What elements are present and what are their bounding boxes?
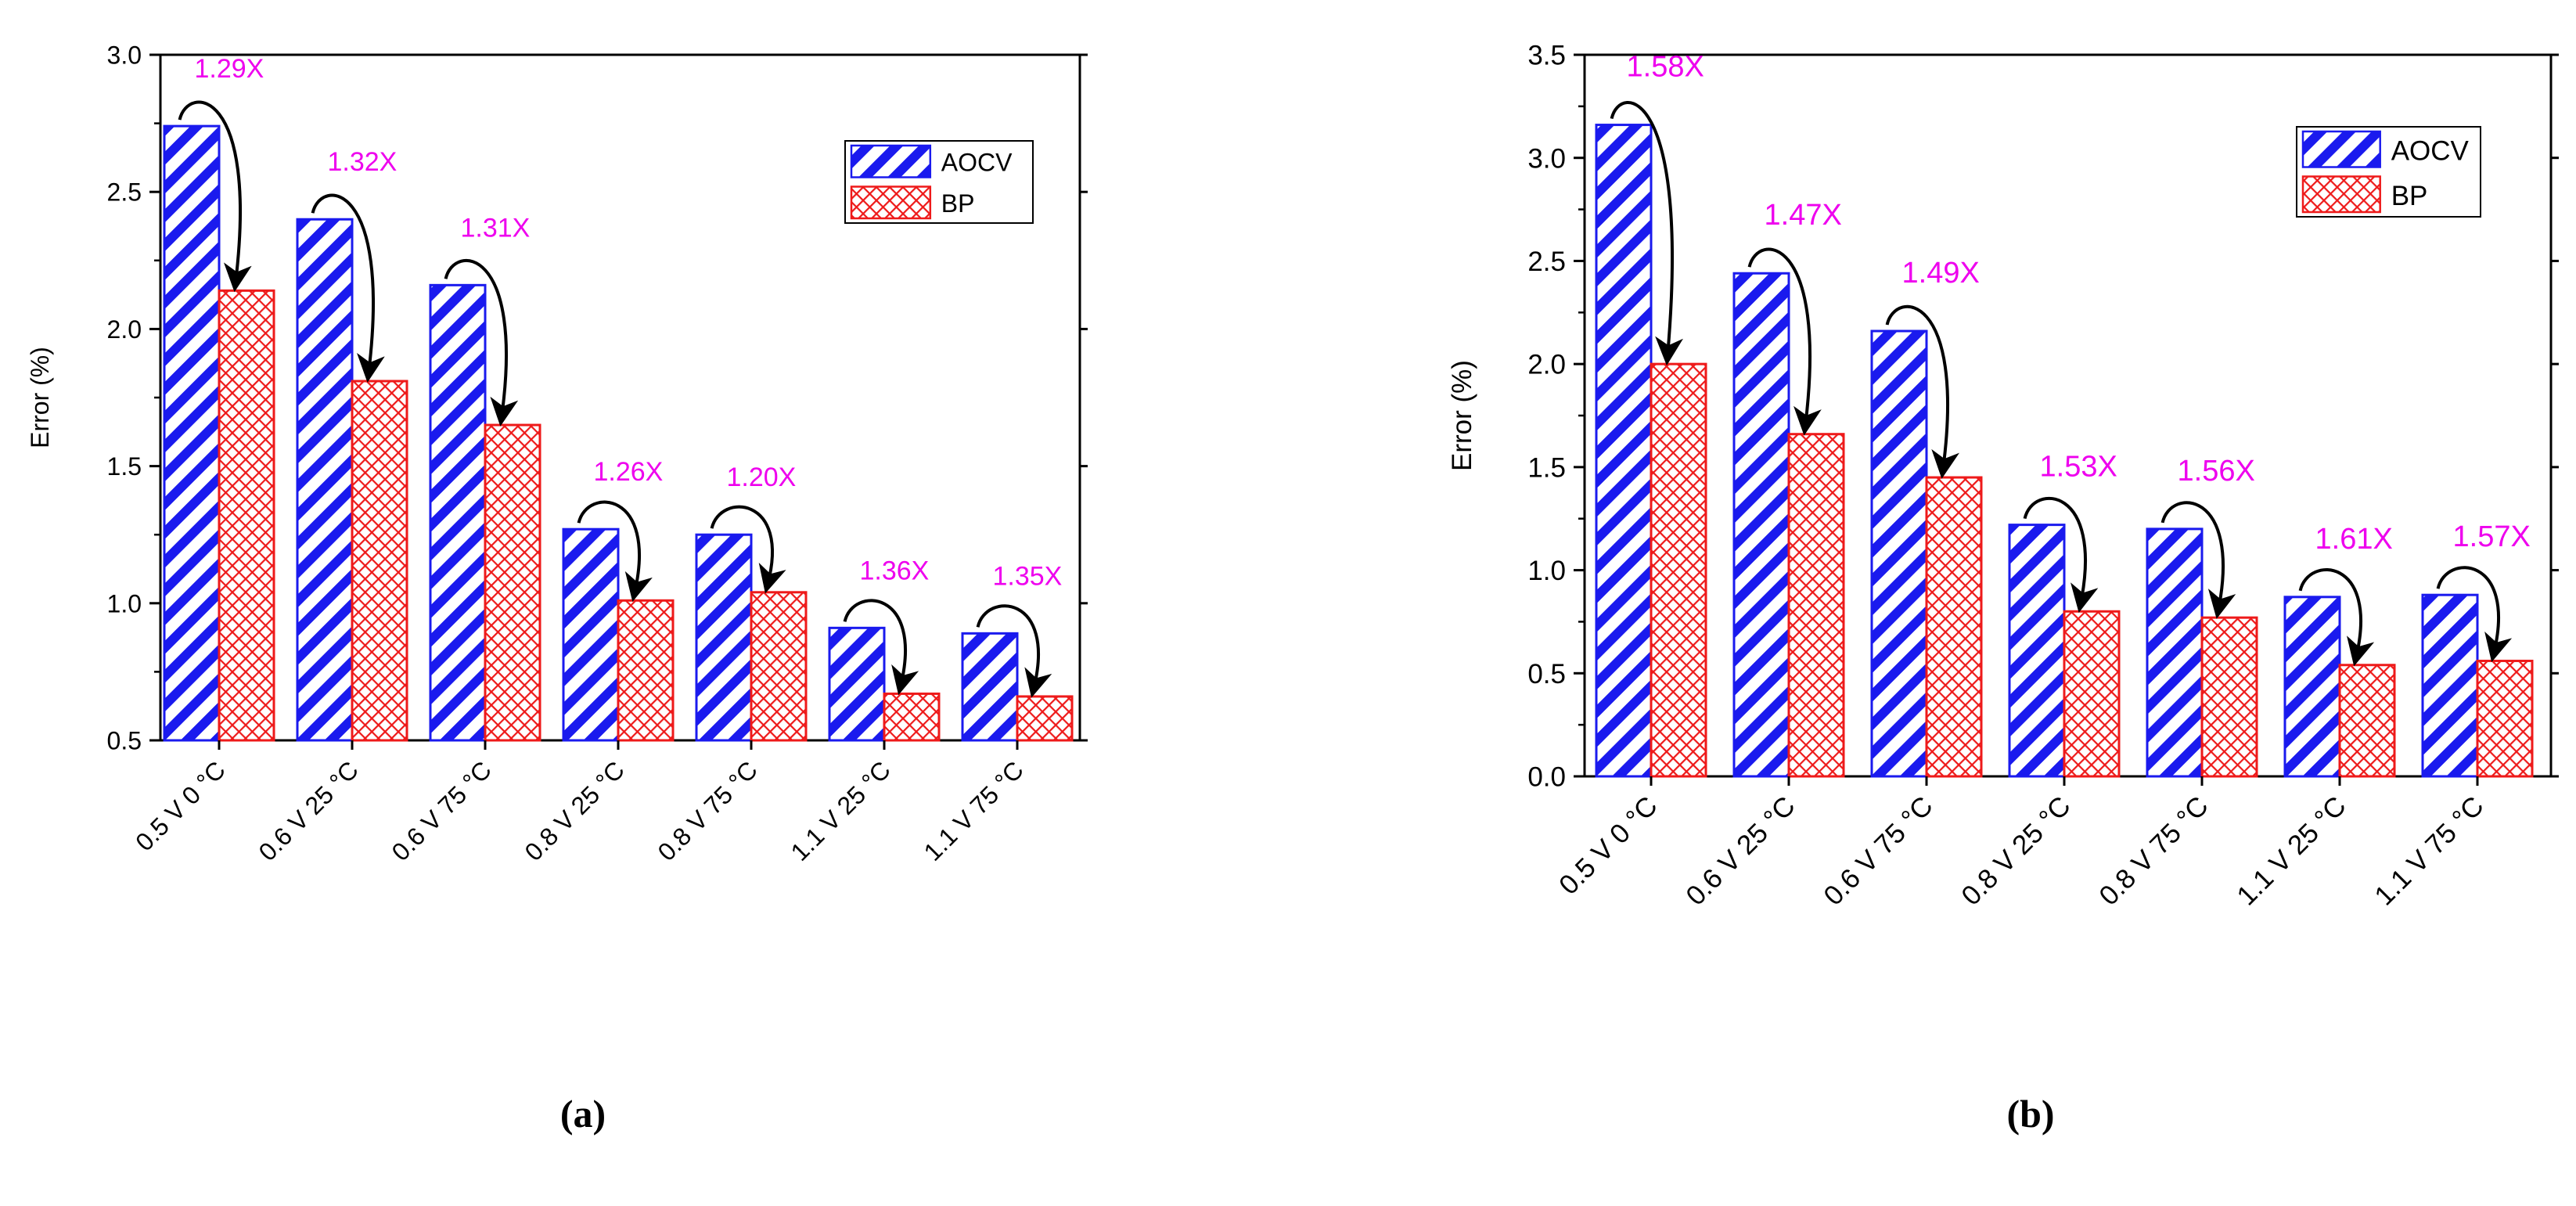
legend-label: AOCV (941, 148, 1013, 176)
x-tick-label: 1.1 V 25 °C (786, 755, 896, 866)
ratio-annotation: 1.61X (2315, 523, 2393, 556)
ratio-annotation: 1.49X (1902, 257, 1980, 290)
ratio-annotation: 1.53X (2040, 451, 2117, 484)
crosshatched-swatch-icon (850, 185, 932, 220)
curved-arrow-icon (710, 505, 786, 594)
chart-panel-a: 0.5 1.0 1.5 2.0 2.5 3.0 Error (%) 0.5 V 0 °C 1.2… (26, 41, 1088, 1136)
ratio-annotation: 1.58X (1627, 51, 1704, 84)
ratio-annotation: 1.57X (2453, 520, 2531, 553)
x-tick-label: 0.5 V 0 °C (1553, 790, 1664, 901)
ratio-annotation: 1.20X (727, 463, 797, 492)
ratio-annotation: 1.35X (993, 561, 1063, 591)
y-tick-label: 2.5 (107, 178, 142, 207)
bar-bp (1016, 695, 1074, 742)
curved-arrow-icon (1610, 100, 1684, 366)
x-tick-label: 0.6 V 75 °C (387, 755, 497, 866)
bar-aocv (1732, 272, 1790, 778)
curved-arrow-icon (843, 599, 919, 696)
y-tick-label: 3.5 (1527, 41, 1566, 71)
bar-bp (484, 423, 541, 742)
curved-arrow-icon (976, 604, 1052, 698)
y-axis-label: Error (%) (1447, 360, 1477, 471)
ratio-annotation: 1.32X (328, 147, 398, 177)
x-tick-label: 0.6 V 25 °C (1680, 790, 1801, 911)
legend-label: BP (2391, 181, 2428, 211)
y-tick-label: 3.0 (1527, 143, 1566, 174)
hatched-swatch-icon (2301, 130, 2381, 168)
hatched-swatch-icon (850, 144, 932, 178)
curved-arrow-icon (2160, 501, 2236, 619)
x-tick-label: 0.6 V 75 °C (1818, 790, 1938, 911)
bar-bp (218, 289, 275, 742)
curved-arrow-icon (311, 193, 385, 383)
panel-label: (b) (2006, 1092, 2054, 1136)
bar-bp (883, 692, 941, 742)
y-tick-label: 1.5 (107, 452, 142, 481)
x-tick-label: 0.8 V 75 °C (653, 755, 763, 866)
y-tick-label: 0.5 (107, 727, 142, 755)
ratio-annotation: 1.26X (594, 457, 664, 487)
legend-label: BP (941, 189, 975, 218)
bar-aocv (2421, 593, 2479, 778)
x-tick-label: 0.6 V 25 °C (254, 755, 364, 866)
bar-bp (1650, 362, 1707, 778)
legend-label: AOCV (2391, 135, 2470, 166)
bar-aocv (2146, 527, 2204, 778)
bar-aocv (163, 124, 221, 742)
bar-bp (2063, 610, 2121, 778)
curved-arrow-icon (2298, 568, 2375, 667)
bar-aocv (1870, 329, 1928, 778)
ratio-annotation: 1.29X (195, 54, 264, 84)
panel-label: (a) (560, 1092, 606, 1136)
crosshatched-swatch-icon (2301, 175, 2381, 214)
curved-arrow-icon (577, 500, 653, 602)
bar-aocv (429, 283, 487, 742)
y-tick-label: 0.5 (1527, 659, 1566, 689)
x-tick-label: 1.1 V 75 °C (919, 755, 1029, 866)
x-tick-label: 1.1 V 75 °C (2369, 790, 2489, 911)
curved-arrow-icon (444, 258, 519, 427)
ratio-annotation: 1.31X (461, 213, 531, 243)
bar-aocv (695, 533, 753, 742)
y-tick-label: 0.0 (1527, 762, 1566, 793)
bar-bp (617, 599, 675, 742)
y-tick-label: 3.0 (107, 41, 142, 70)
bar-bp (2200, 616, 2258, 778)
bar-aocv (2008, 524, 2066, 778)
curved-arrow-icon (1747, 247, 1822, 436)
bar-aocv (961, 632, 1019, 742)
x-tick-label: 0.5 V 0 °C (130, 755, 231, 856)
curved-arrow-icon (178, 100, 252, 293)
ratio-annotation: 1.56X (2178, 455, 2255, 488)
x-tick-label: 1.1 V 25 °C (2231, 790, 2351, 911)
y-tick-label: 2.0 (1527, 350, 1566, 380)
y-axis-label: Error (%) (26, 347, 54, 448)
curved-arrow-icon (2436, 566, 2513, 663)
chart-panel-b: 0.0 0.5 1.0 1.5 2.0 2.5 3.0 3.5 Error (%) 0.5 V 0… (1447, 41, 2559, 1136)
x-tick-label: 0.8 V 25 °C (520, 755, 630, 866)
bar-aocv (562, 527, 620, 742)
bar-bp (351, 380, 408, 742)
curved-arrow-icon (1885, 304, 1959, 479)
bar-aocv (2283, 596, 2341, 778)
bar-aocv (296, 218, 354, 742)
bar-aocv (1595, 124, 1653, 778)
y-tick-label: 1.0 (107, 589, 142, 617)
bar-bp (750, 591, 808, 742)
y-tick-label: 2.0 (107, 315, 142, 344)
x-tick-label: 0.8 V 75 °C (2093, 790, 2214, 911)
bar-bp (2476, 659, 2534, 778)
y-tick-label: 2.5 (1527, 247, 1566, 277)
y-tick-label: 1.5 (1527, 452, 1566, 483)
bar-bp (1925, 476, 1983, 778)
ratio-annotation: 1.47X (1765, 199, 1842, 232)
ratio-annotation: 1.36X (860, 556, 930, 585)
x-tick-label: 0.8 V 25 °C (1955, 790, 2076, 911)
y-tick-label: 1.0 (1527, 556, 1566, 586)
bar-aocv (828, 626, 886, 742)
bar-bp (2338, 664, 2396, 778)
curved-arrow-icon (2023, 496, 2099, 614)
bar-bp (1787, 433, 1845, 778)
